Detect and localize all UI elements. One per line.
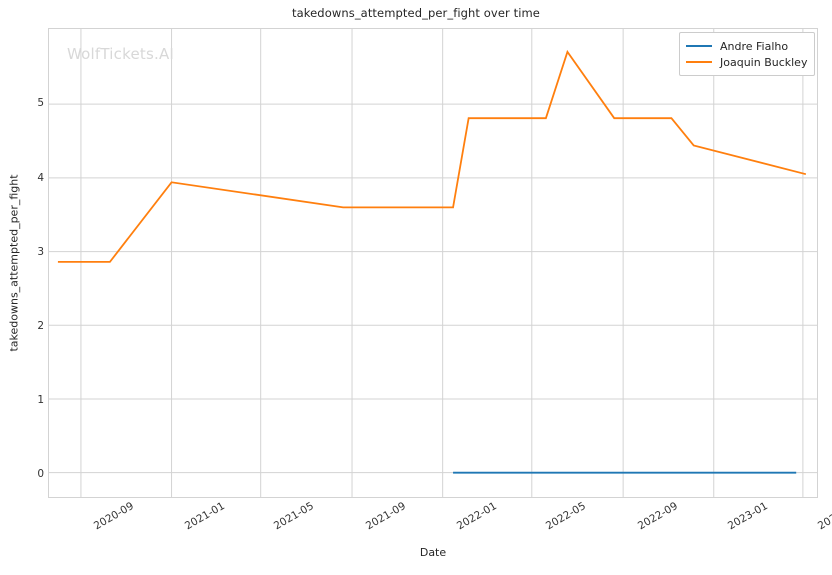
chart-title: takedowns_attempted_per_fight over time (292, 6, 540, 20)
y-tick-label: 1 (37, 393, 44, 406)
x-axis-ticks: 2020-09 2021-01 2021-05 2021-09 2022-01 2022-… (48, 500, 832, 548)
y-tick-label: 3 (37, 245, 44, 258)
legend-color-swatch (686, 61, 712, 63)
legend-label: Joaquin Buckley (720, 55, 808, 69)
y-tick-label: 0 (37, 467, 44, 480)
chart-legend: Andre Fialho Joaquin Buckley (679, 32, 816, 76)
data-lines (57, 49, 807, 474)
x-tick-label: 2021-09 (363, 500, 408, 533)
y-axis-ticks: 0 1 2 3 4 5 (0, 28, 44, 498)
legend-color-swatch (686, 45, 712, 47)
y-tick-label: 5 (37, 97, 44, 110)
legend-label: Andre Fialho (720, 39, 789, 53)
y-tick-label: 4 (37, 171, 44, 184)
plot-area: WolfTickets.AI (48, 28, 818, 498)
x-tick-label: 2022-01 (454, 500, 499, 533)
x-tick-label: 2021-01 (182, 500, 227, 533)
legend-entry[interactable]: Andre Fialho (686, 38, 807, 54)
x-tick-label: 2023-05 (815, 500, 832, 533)
gridlines (49, 29, 817, 497)
x-tick-label: 2021-05 (272, 500, 317, 533)
x-tick-label: 2022-05 (543, 500, 588, 533)
y-tick-label: 2 (37, 319, 44, 332)
x-tick-label: 2023-01 (726, 500, 771, 533)
x-tick-label: 2022-09 (635, 500, 680, 533)
x-axis-label: Date (419, 546, 447, 559)
legend-entry[interactable]: Joaquin Buckley (686, 54, 807, 70)
x-tick-label: 2020-09 (91, 500, 136, 533)
series-line (57, 49, 807, 263)
